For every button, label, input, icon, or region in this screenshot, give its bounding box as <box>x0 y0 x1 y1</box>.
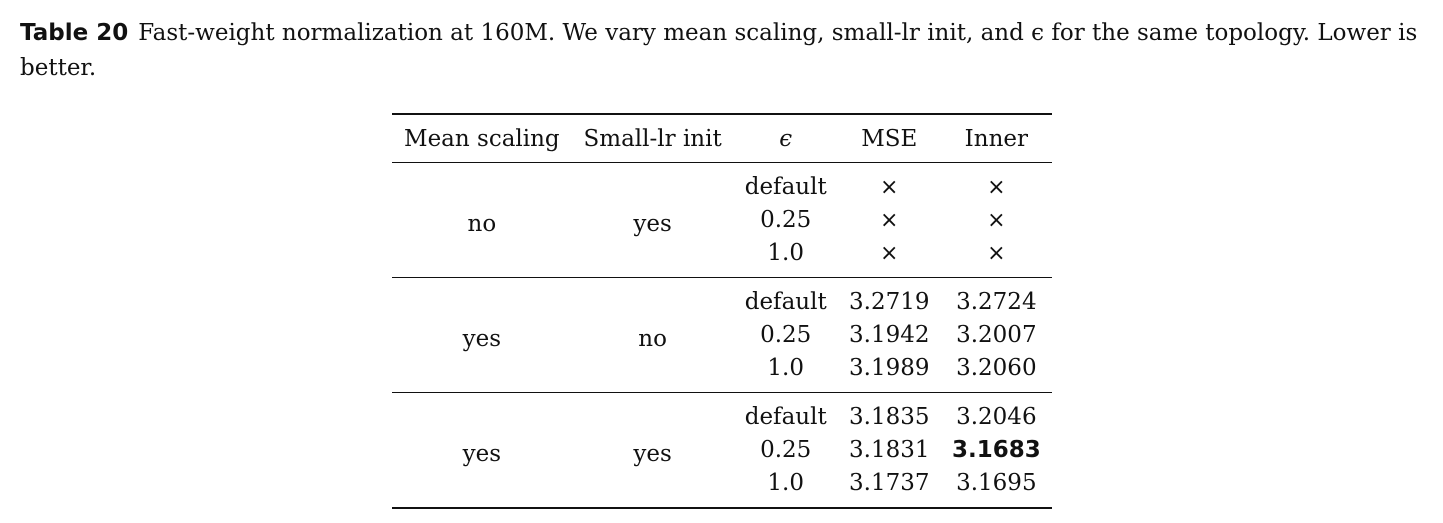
header-small-lr-init: Small-lr init <box>583 125 722 152</box>
header-mse: MSE <box>861 125 918 152</box>
table-group-1: no yes default × × 0.25 × × 1.0 × × <box>392 163 1052 278</box>
cell-inner: × <box>987 241 1006 266</box>
header-mean-scaling: Mean scaling <box>404 125 560 152</box>
cell-mse: 3.1737 <box>849 470 930 496</box>
cell-small-lr-init: yes <box>633 440 672 467</box>
cell-mse: × <box>880 208 899 233</box>
cell-eps: default <box>744 404 827 430</box>
results-table: Mean scaling Small-lr init ϵ MSE Inner n… <box>392 113 1052 509</box>
cell-mse: × <box>880 241 899 266</box>
cell-mse: 3.1942 <box>849 322 930 348</box>
cell-inner: × <box>987 208 1006 233</box>
cell-eps: 1.0 <box>767 470 804 496</box>
cell-eps: 0.25 <box>760 207 812 233</box>
cell-inner: 3.2060 <box>956 355 1037 381</box>
cell-inner-best: 3.1683 <box>951 437 1041 463</box>
header-row: Mean scaling Small-lr init ϵ MSE Inner <box>392 114 1052 163</box>
cell-eps: default <box>744 174 827 200</box>
cell-eps: 1.0 <box>767 355 804 381</box>
cell-eps: 1.0 <box>767 240 804 266</box>
caption-text: Fast-weight normalization at 160M. We va… <box>20 20 1418 81</box>
cell-inner: × <box>987 175 1006 200</box>
cell-inner: 3.1695 <box>956 470 1037 496</box>
cell-mean-scaling: no <box>467 210 497 237</box>
cell-mean-scaling: yes <box>462 440 502 467</box>
cell-mse: 3.1989 <box>849 355 930 381</box>
cell-inner: 3.2007 <box>956 322 1037 348</box>
table-group-2: yes no default 3.2719 3.2724 0.25 3.1942… <box>392 277 1052 393</box>
cell-mse: 3.1831 <box>849 437 930 463</box>
caption-label: Table 20 <box>20 20 129 46</box>
cell-inner: 3.2046 <box>956 404 1037 430</box>
table-caption: Table 20 Fast-weight normalization at 160… <box>20 16 1430 86</box>
cell-inner: 3.2724 <box>956 289 1037 315</box>
table-row: 0.25 × × <box>392 204 1052 237</box>
header-inner: Inner <box>964 125 1028 152</box>
header-epsilon: ϵ <box>779 125 793 152</box>
cell-mse: 3.1835 <box>849 404 930 430</box>
table-group-3: yes yes default 3.1835 3.2046 0.25 3.183… <box>392 392 1052 508</box>
table-row: 0.25 3.1942 3.2007 <box>392 319 1052 352</box>
cell-eps: 0.25 <box>760 437 812 463</box>
table-row: yes yes default 3.1835 3.2046 <box>392 393 1052 467</box>
cell-eps: default <box>744 289 827 315</box>
cell-small-lr-init: yes <box>633 210 672 237</box>
table-row: yes no default 3.2719 3.2724 <box>392 278 1052 352</box>
table-row: 1.0 3.1737 3.1695 <box>392 467 1052 508</box>
cell-eps: 0.25 <box>760 322 812 348</box>
cell-mse: 3.2719 <box>849 289 930 315</box>
cell-small-lr-init: no <box>638 325 667 352</box>
table-row: 0.25 3.1831 3.1683 <box>392 434 1052 467</box>
table-row: 1.0 3.1989 3.2060 <box>392 352 1052 393</box>
table-row: no yes default × × <box>392 163 1052 237</box>
table-row: 1.0 × × <box>392 237 1052 278</box>
cell-mean-scaling: yes <box>462 325 502 352</box>
cell-mse: × <box>880 175 899 200</box>
